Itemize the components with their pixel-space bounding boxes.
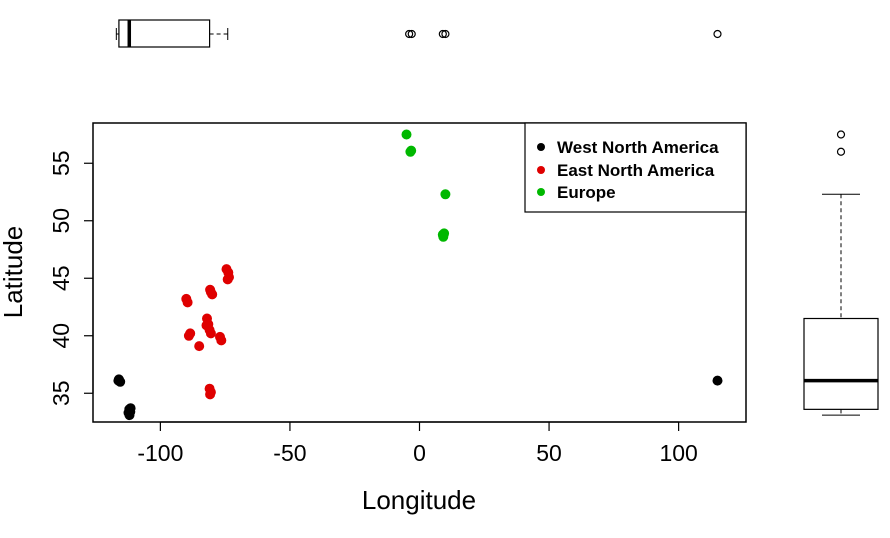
y-tick-label: 45	[48, 265, 74, 291]
y-axis: 35 40 45 50 55	[48, 150, 94, 406]
longitude-outlier	[438, 29, 447, 39]
x-tick-label: 100	[659, 440, 697, 466]
data-points	[113, 129, 723, 421]
latitude-boxplot	[803, 130, 879, 416]
x-tick-label: 50	[536, 440, 562, 466]
legend-marker-europe	[537, 188, 545, 196]
data-point	[183, 330, 194, 341]
longitude-outlier	[407, 29, 416, 39]
latitude-box	[803, 317, 879, 410]
x-axis-title: Longitude	[362, 485, 476, 515]
legend: West North America East North America Eu…	[524, 122, 747, 213]
y-tick-label: 40	[48, 323, 74, 349]
longitude-boxplot	[115, 19, 722, 48]
y-axis-title: Latitude	[0, 226, 28, 319]
data-point	[222, 274, 233, 285]
legend-label-west-north-america: West North America	[557, 138, 719, 157]
data-point	[406, 145, 417, 156]
data-point	[205, 284, 216, 295]
data-point	[182, 297, 193, 308]
legend-marker-east-north-america	[537, 166, 545, 174]
longitude-box	[118, 19, 211, 48]
x-axis: -100 -50 0 50 100	[137, 421, 698, 466]
data-point	[216, 335, 227, 346]
legend-box	[524, 122, 747, 213]
legend-label-east-north-america: East North America	[557, 161, 715, 180]
data-point	[205, 328, 216, 339]
longitude-outlier	[405, 29, 414, 39]
legend-label-europe: Europe	[557, 183, 616, 202]
legend-marker-west-north-america	[537, 143, 545, 151]
x-tick-label: -50	[273, 440, 306, 466]
longitude-outlier	[441, 29, 450, 39]
y-tick-label: 50	[48, 208, 74, 234]
x-tick-label: -100	[137, 440, 183, 466]
data-point	[439, 228, 450, 239]
data-point	[125, 403, 136, 414]
data-point	[401, 129, 412, 140]
latitude-outlier	[836, 147, 846, 156]
latitude-outlier	[836, 130, 846, 139]
data-point	[712, 375, 723, 386]
data-point	[440, 189, 451, 200]
longitude-outlier	[713, 29, 722, 39]
data-point	[194, 341, 205, 352]
y-tick-label: 35	[48, 380, 74, 406]
data-point	[113, 375, 124, 386]
data-point	[205, 389, 216, 400]
x-tick-label: 0	[413, 440, 426, 466]
y-tick-label: 55	[48, 150, 74, 176]
